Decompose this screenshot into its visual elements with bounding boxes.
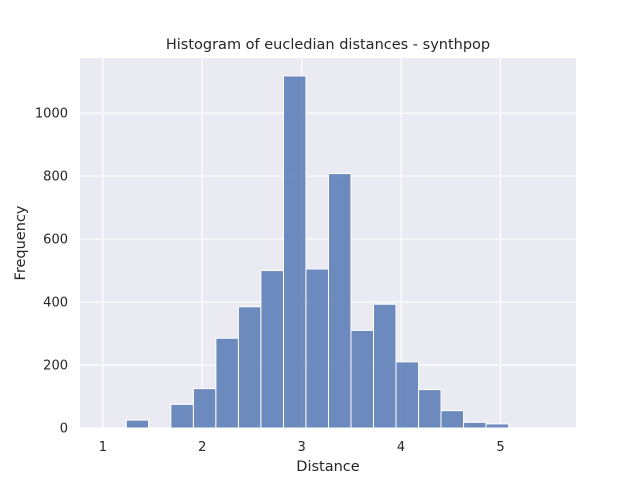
y-tick-label: 0	[60, 422, 68, 437]
x-tick-label: 3	[298, 440, 306, 455]
y-tick-labels: 0 200 400 600 800 1000	[35, 107, 68, 437]
histogram-bar	[305, 268, 329, 429]
chart-title: Histogram of eucledian distances - synth…	[166, 37, 490, 53]
histogram-bar	[125, 419, 150, 429]
histogram-bar	[260, 270, 284, 429]
histogram-bar	[485, 423, 510, 429]
x-tick-labels: 1 2 3 4 5	[99, 440, 505, 455]
x-tick-label: 5	[496, 440, 504, 455]
y-tick-label: 800	[43, 170, 68, 185]
histogram-bar	[327, 173, 352, 429]
x-tick-label: 1	[99, 440, 107, 455]
x-axis-label: Distance	[296, 459, 359, 475]
histogram-bar	[282, 75, 307, 429]
histogram-bar	[215, 337, 239, 429]
y-tick-label: 600	[43, 233, 68, 248]
histogram-bar	[170, 403, 194, 429]
histogram-bar	[350, 329, 375, 429]
y-tick-label: 1000	[35, 107, 68, 122]
x-tick-label: 2	[198, 440, 206, 455]
histogram-bar	[192, 388, 217, 429]
x-tick-label: 4	[397, 440, 405, 455]
histogram-bar	[237, 306, 262, 429]
histogram-bar	[395, 361, 420, 429]
histogram-bar	[463, 421, 487, 429]
histogram-bar	[373, 303, 397, 429]
bars	[125, 75, 510, 429]
y-tick-label: 200	[43, 359, 68, 374]
y-axis-label: Frequency	[13, 205, 29, 280]
histogram-bar	[440, 410, 465, 429]
y-tick-label: 400	[43, 296, 68, 311]
histogram-bar	[418, 389, 442, 429]
